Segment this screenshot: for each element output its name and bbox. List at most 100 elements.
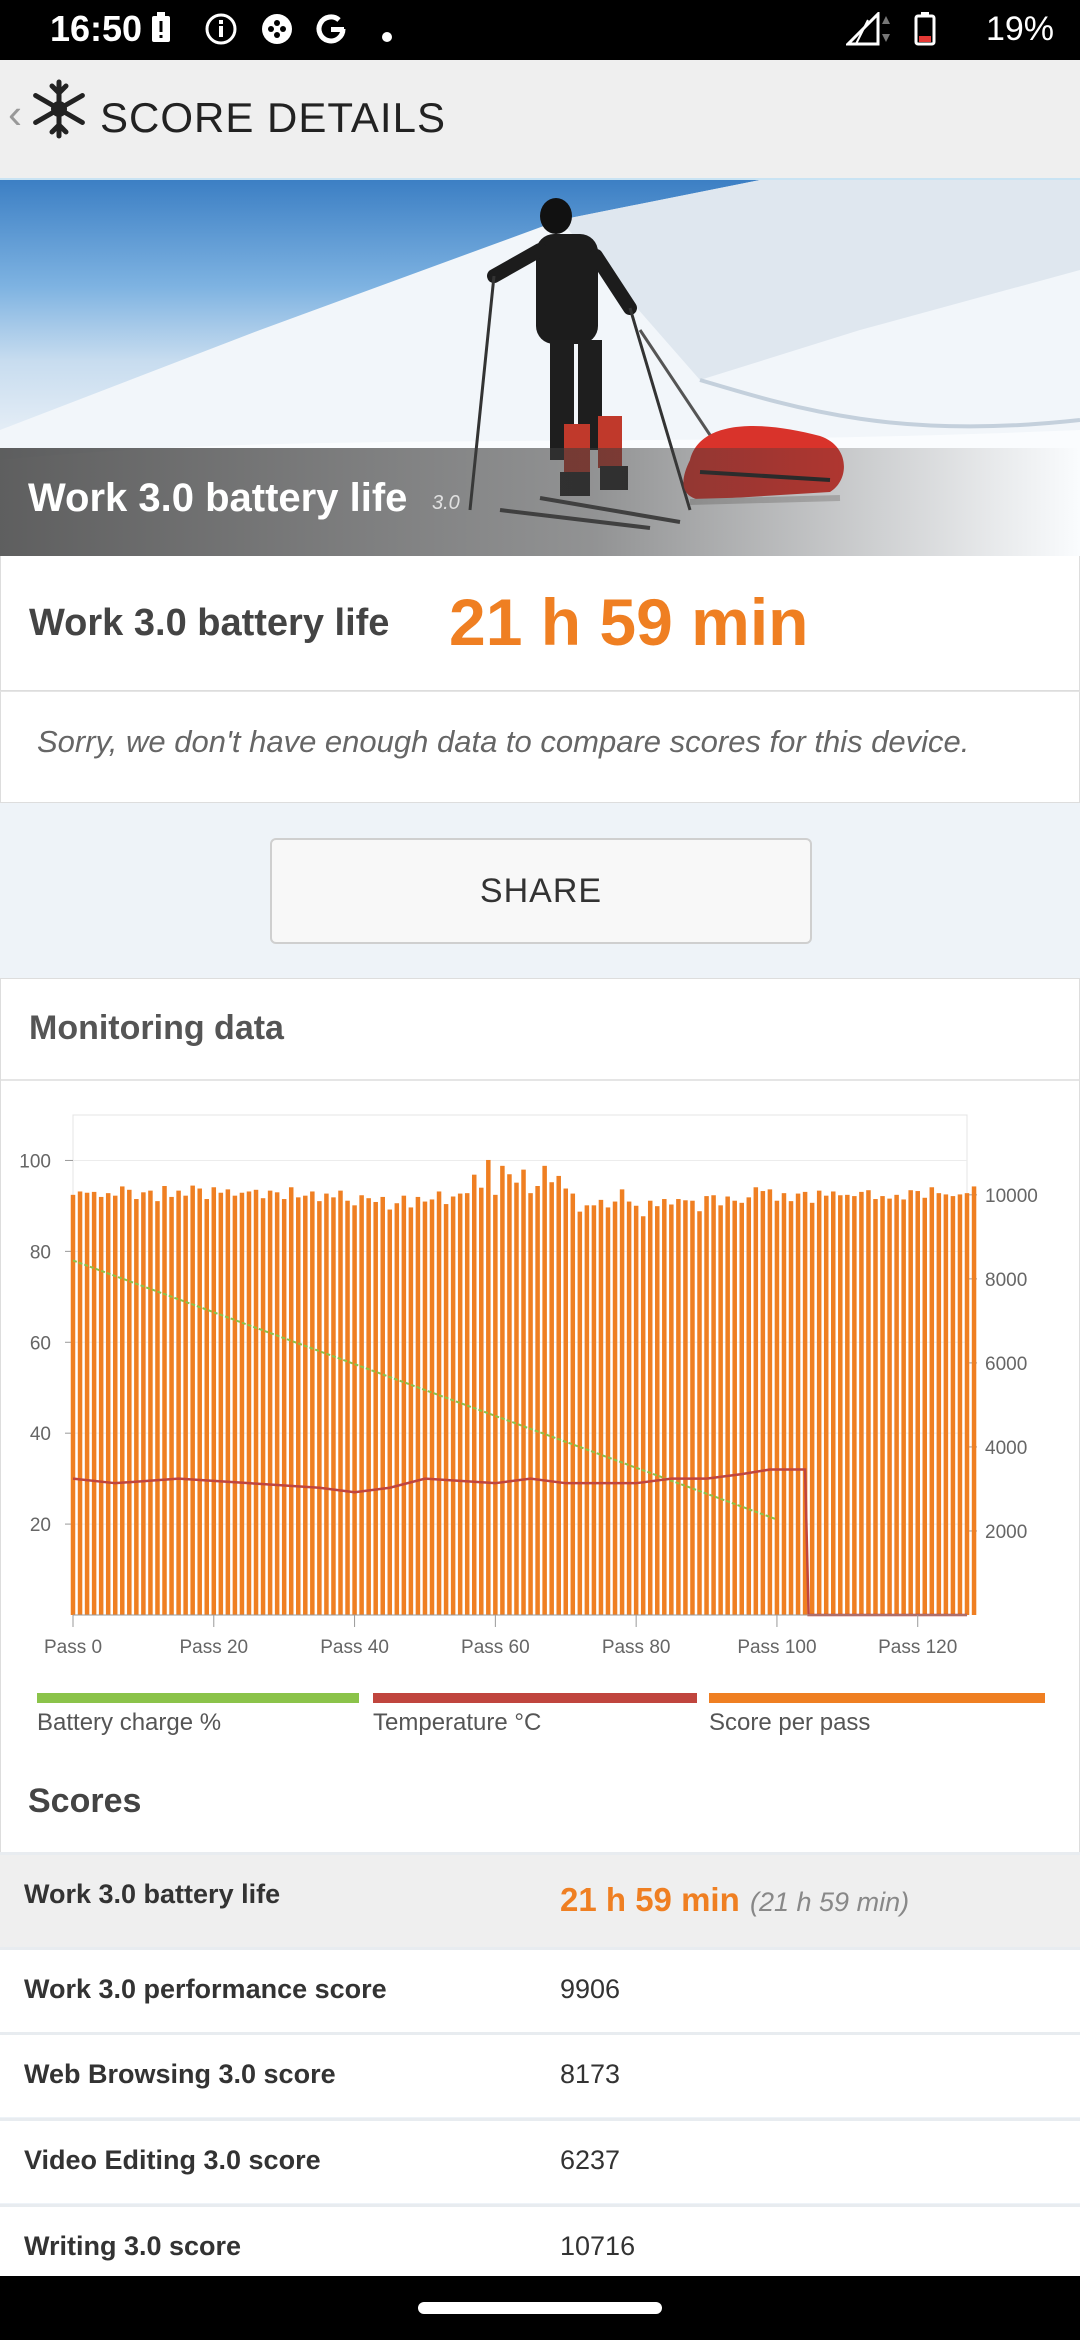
y-left-tick-label: 20 xyxy=(30,1515,51,1536)
score-bar xyxy=(197,1188,202,1615)
back-chevron-icon[interactable]: ‹ xyxy=(8,90,22,137)
score-row: Work 3.0 performance score 9906 xyxy=(0,1947,1080,2032)
score-bar xyxy=(584,1205,590,1615)
score-bar xyxy=(760,1191,766,1615)
score-bar xyxy=(176,1190,181,1615)
score-bar xyxy=(697,1211,702,1615)
score-bar xyxy=(746,1197,752,1615)
score-bar xyxy=(387,1209,393,1615)
score-bar xyxy=(894,1194,899,1615)
score-bar xyxy=(148,1190,153,1615)
score-bar xyxy=(394,1203,400,1615)
score-bar xyxy=(612,1201,618,1615)
score-bar xyxy=(950,1196,956,1615)
score-bar xyxy=(528,1193,533,1615)
score-bar xyxy=(669,1204,674,1615)
score-bar xyxy=(626,1201,632,1615)
game-controller-icon xyxy=(260,12,294,54)
legend-score-label: Score per pass xyxy=(709,1709,871,1736)
score-bar xyxy=(781,1193,787,1615)
score-bar xyxy=(500,1165,505,1615)
score-bar xyxy=(112,1195,118,1615)
score-row: Writing 3.0 score 10716 xyxy=(0,2204,1080,2289)
result-card: Work 3.0 battery life 21 h 59 min xyxy=(0,556,1080,691)
score-bar xyxy=(450,1196,456,1615)
score-bar xyxy=(211,1187,217,1615)
score-bar xyxy=(464,1193,470,1615)
x-tick-label: Pass 120 xyxy=(878,1637,957,1658)
y-right-tick-label: 4000 xyxy=(985,1438,1027,1459)
score-bar xyxy=(521,1169,526,1615)
score-label: Work 3.0 performance score xyxy=(24,1974,387,2004)
score-bar xyxy=(915,1191,920,1615)
battery-alert-icon xyxy=(150,12,172,52)
legend-score-swatch xyxy=(709,1693,1045,1703)
score-bar xyxy=(190,1185,195,1615)
score-bar xyxy=(753,1187,759,1615)
score-value-secondary: (21 h 59 min) xyxy=(750,1887,910,1917)
score-bar xyxy=(957,1194,963,1615)
score-bar xyxy=(563,1188,569,1615)
score-bar xyxy=(91,1191,97,1615)
score-bar xyxy=(77,1191,83,1615)
score-bar xyxy=(901,1199,906,1615)
info-icon xyxy=(204,12,238,54)
y-right-tick-label: 2000 xyxy=(985,1522,1027,1543)
score-bar xyxy=(281,1199,287,1615)
score-bar xyxy=(141,1192,146,1615)
score-bar xyxy=(204,1199,210,1615)
y-right-tick-label: 10000 xyxy=(985,1186,1038,1207)
score-bar xyxy=(493,1194,498,1615)
score-bar xyxy=(633,1205,639,1615)
score-bar xyxy=(253,1189,259,1615)
score-bar xyxy=(655,1206,660,1615)
legend-temperature-swatch xyxy=(373,1693,697,1703)
score-bar xyxy=(345,1200,350,1615)
y-left-tick-label: 40 xyxy=(30,1424,51,1445)
score-bar xyxy=(936,1193,942,1615)
score-bar xyxy=(401,1195,407,1615)
score-bar xyxy=(619,1189,625,1615)
score-bar xyxy=(802,1191,808,1615)
score-bar xyxy=(486,1159,491,1615)
score-bar xyxy=(556,1175,561,1615)
score-bar xyxy=(225,1189,231,1615)
score-bar xyxy=(352,1205,357,1615)
score-bar xyxy=(84,1192,90,1615)
home-gesture-pill[interactable] xyxy=(418,2302,662,2314)
score-bar xyxy=(373,1201,378,1615)
battery-charge-line xyxy=(72,1259,778,1521)
hero-version: 3.0 xyxy=(432,492,460,514)
score-row: Web Browsing 3.0 score 8173 xyxy=(0,2032,1080,2117)
score-bar xyxy=(218,1192,224,1615)
snowflake-logo-icon[interactable] xyxy=(28,78,90,140)
compare-card: Sorry, we don't have enough data to comp… xyxy=(0,691,1080,803)
x-tick-label: Pass 80 xyxy=(602,1637,671,1658)
score-bar xyxy=(739,1202,744,1615)
score-value: 9906 xyxy=(560,1974,621,2004)
score-bar xyxy=(429,1199,435,1615)
dot-icon xyxy=(380,18,394,52)
score-bar xyxy=(732,1200,737,1615)
x-tick-label: Pass 40 xyxy=(320,1637,389,1658)
status-time: 16:50 xyxy=(50,8,143,49)
score-bar xyxy=(479,1187,484,1615)
app-bar: ‹ SCORE DETAILS xyxy=(0,60,1080,181)
x-tick-label: Pass 0 xyxy=(44,1637,102,1658)
score-bar xyxy=(767,1189,773,1615)
legend-battery-label: Battery charge % xyxy=(37,1709,222,1736)
score-bar xyxy=(443,1204,449,1615)
score-value: 10716 xyxy=(560,2231,636,2261)
score-bar xyxy=(542,1165,547,1615)
score-bar xyxy=(288,1187,294,1615)
score-bar xyxy=(239,1192,245,1615)
score-bar xyxy=(507,1174,512,1615)
google-icon xyxy=(314,12,348,54)
score-bar xyxy=(155,1201,160,1615)
monitoring-chart: 100 80 60 40 20 10000 8000 6000 4000 2000 Pass 0 Pa… xyxy=(19,1114,1038,1658)
share-button[interactable]: SHARE xyxy=(270,838,812,944)
score-bar xyxy=(662,1199,667,1615)
score-bar xyxy=(880,1196,885,1615)
score-bar xyxy=(873,1199,878,1615)
score-bar xyxy=(260,1198,266,1615)
